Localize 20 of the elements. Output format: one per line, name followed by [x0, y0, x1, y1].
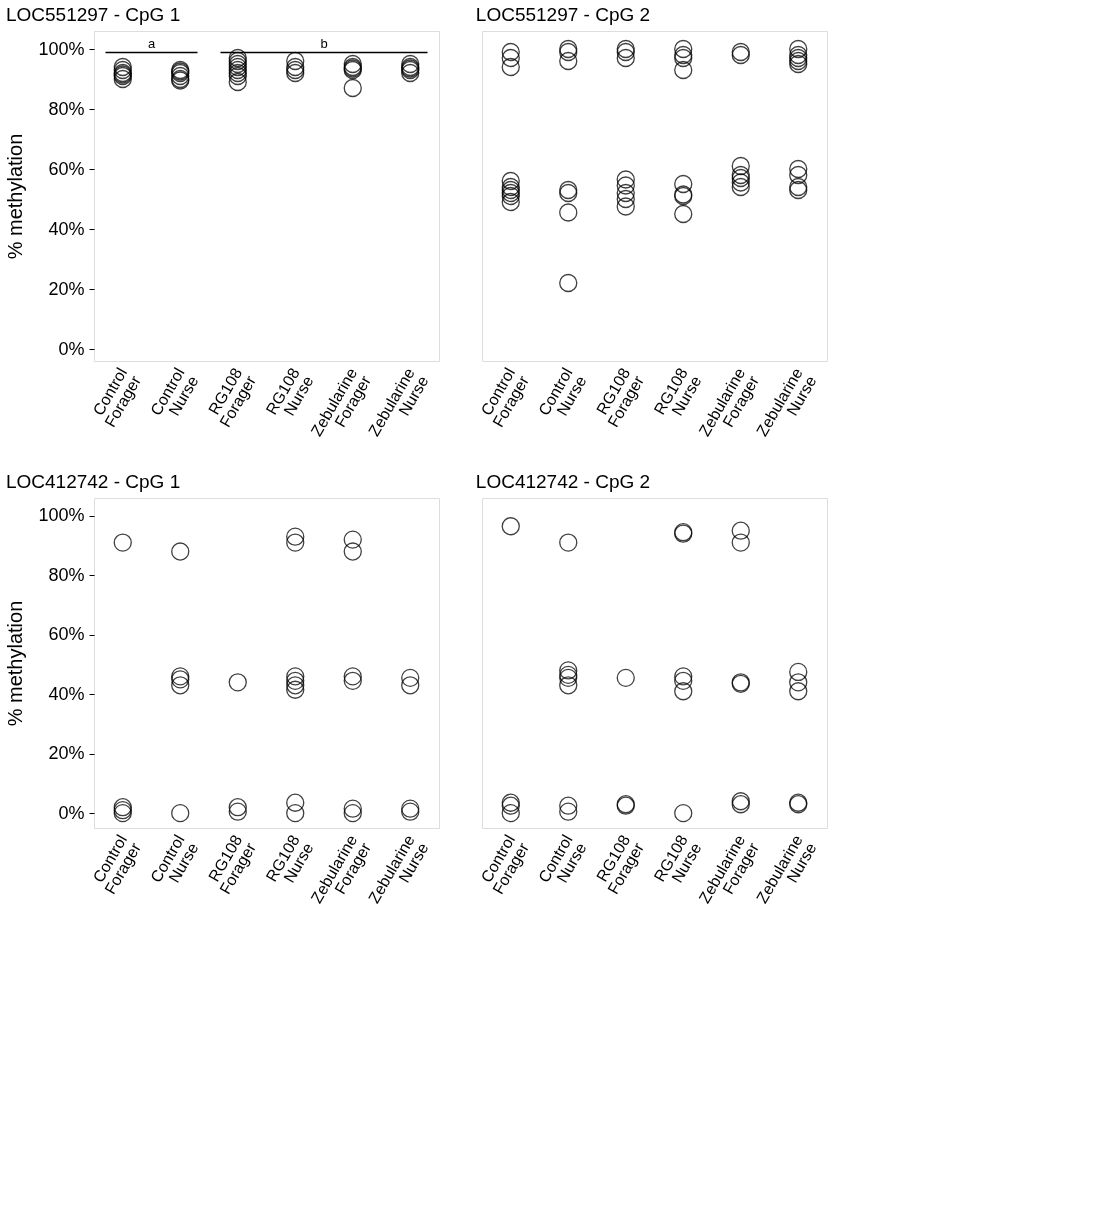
y-tick-label: 60%	[48, 624, 85, 645]
y-axis-title: % methylation	[4, 600, 27, 727]
y-tick-label: 60%	[48, 158, 85, 179]
y-tick-label: 20%	[48, 278, 85, 299]
annotation: a	[147, 36, 156, 52]
y-tick-label: 80%	[48, 564, 85, 585]
chart-title: LOC412742 - CpG 2	[475, 471, 651, 492]
y-axis-title: % methylation	[4, 133, 27, 260]
annotation: b	[320, 36, 328, 52]
y-tick-label: 80%	[48, 98, 85, 119]
chart-title: LOC551297 - CpG 2	[475, 4, 651, 25]
chart-title: LOC551297 - CpG 1	[5, 4, 181, 25]
y-tick-label: 0%	[58, 338, 85, 359]
y-tick-label: 100%	[38, 38, 85, 59]
y-tick-label: 100%	[38, 505, 85, 526]
y-tick-label: 40%	[48, 683, 85, 704]
y-tick-label: 40%	[48, 218, 85, 239]
y-tick-label: 20%	[48, 743, 85, 764]
chart-title: LOC412742 - CpG 1	[5, 471, 181, 492]
y-tick-label: 0%	[58, 802, 85, 823]
